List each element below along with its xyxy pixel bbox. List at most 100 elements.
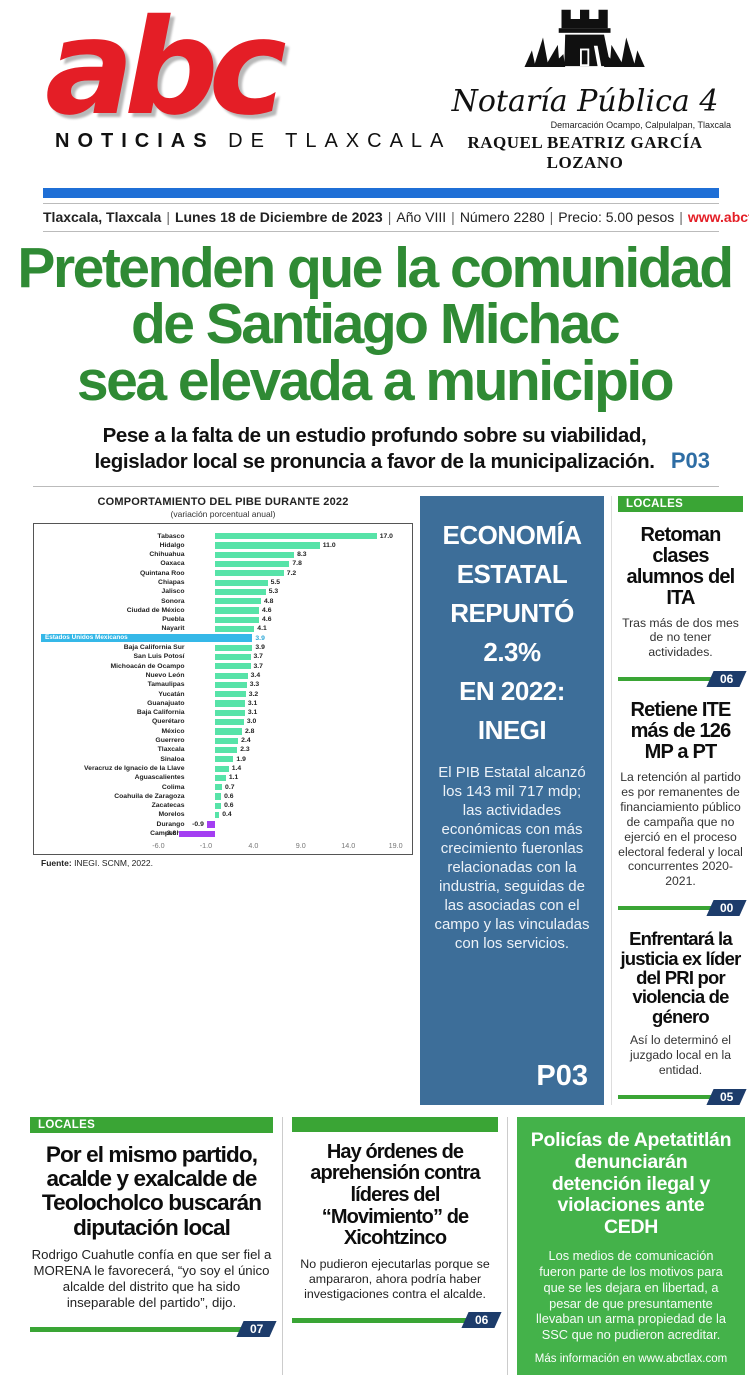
sidebar-item-headline[interactable]: Enfrentará la justicia ex líder del PRI … xyxy=(620,928,741,1027)
page-rule: 00 xyxy=(618,900,747,917)
chart-row: Ciudad de México 4.6 xyxy=(38,606,408,615)
page-badge: 06 xyxy=(706,671,747,688)
chart-value-label: -0.9 xyxy=(192,820,204,828)
chart-x-tick: 19.0 xyxy=(388,841,403,851)
chart-bar xyxy=(215,756,234,763)
notaria-castle-icon xyxy=(524,9,646,68)
page-badge: 07 xyxy=(236,1321,277,1338)
notaria-title: Notaría Pública 4 xyxy=(451,84,719,119)
green-rule xyxy=(618,905,715,911)
chart-category-label: Morelos xyxy=(158,811,185,819)
chart-category-label: Querétaro xyxy=(152,718,185,726)
chart-value-label: 4.8 xyxy=(263,597,274,605)
chart-category-label: Nayarit xyxy=(161,625,185,633)
chart-category-label: Puebla xyxy=(162,616,185,624)
chart-value-label: 1.1 xyxy=(228,774,239,782)
chart-value-label: 3.0 xyxy=(246,718,257,726)
sidebar-item[interactable]: Enfrentará la justicia ex líder del PRI … xyxy=(618,928,747,1105)
chart-value-label: 7.8 xyxy=(292,560,302,568)
green-box-headline[interactable]: Policías de Apetatitlán denunciarán dete… xyxy=(530,1128,732,1239)
chart-bar xyxy=(215,700,245,707)
chart-bar xyxy=(215,598,261,605)
green-box-footer-link[interactable]: Más información en www.abctlax.com xyxy=(534,1353,728,1366)
bottom-right-green-box[interactable]: Policías de Apetatitlán denunciarán dete… xyxy=(517,1116,745,1375)
chart-value-label: 2.8 xyxy=(244,727,255,735)
chart-value-label: 0.7 xyxy=(225,783,235,791)
chart-value-label: 3.9 xyxy=(255,644,265,652)
chart-value-label: 4.6 xyxy=(262,616,272,624)
chart-row: Colima 0.7 xyxy=(38,783,408,792)
chart-category-label: Tabasco xyxy=(157,532,185,540)
chart-bar xyxy=(215,588,266,596)
chart-category-label: Tamaulipas xyxy=(147,681,185,689)
chart-row: Guanajuato 3.1 xyxy=(38,699,408,708)
sidebar-item-headline[interactable]: Retiene ITE más de 126 MP a PT xyxy=(630,699,731,764)
chart-row: Baja California Sur 3.9 xyxy=(38,643,408,652)
chart-value-label: 3.2 xyxy=(248,690,259,698)
sidebar-item[interactable]: Retoman clases alumnos del ITA Tras más … xyxy=(618,523,747,688)
green-rule xyxy=(30,1327,245,1332)
chart-category-label: Michoacán de Ocampo xyxy=(110,662,185,670)
chart-value-label: 3.7 xyxy=(253,662,263,670)
chart-row: Sinaloa 1.9 xyxy=(38,755,408,764)
bottom-left-headline[interactable]: Por el mismo partido, acalde y exalcalde… xyxy=(41,1141,262,1240)
chart-bar xyxy=(215,551,295,558)
bottom-middle-headline[interactable]: Hay órdenes de aprehensión contra lídere… xyxy=(310,1140,480,1250)
chart-row: Nayarit 4.1 xyxy=(38,624,408,633)
chart-value-label: 3.4 xyxy=(250,671,261,679)
masthead-blue-bar xyxy=(43,188,719,198)
chart-bar xyxy=(215,672,248,679)
dateline-separator: | xyxy=(549,209,554,225)
subhead-text: Pese a la falta de un estudio profundo s… xyxy=(94,424,655,473)
chart-bar xyxy=(215,737,239,744)
chart-bar xyxy=(215,579,268,586)
chart-bar xyxy=(215,616,260,623)
dateline: Tlaxcala, Tlaxcala | Lunes 18 de Diciembre… xyxy=(43,203,749,232)
chart-category-label: San Luis Potosí xyxy=(133,653,185,661)
chart-row: Querétaro 3.0 xyxy=(38,717,408,726)
sidebar-item-headline[interactable]: Retoman clases alumnos del ITA xyxy=(626,523,736,609)
tagline-de-tlaxcala: DE TLAXCALA xyxy=(228,130,452,152)
chart-bar xyxy=(215,570,284,577)
sidebar-item[interactable]: Retiene ITE más de 126 MP a PT La retenc… xyxy=(618,699,747,917)
sidebar-section-header: LOCALES xyxy=(618,495,743,512)
bottom-middle-article[interactable]: Hay órdenes de aprehensión contra lídere… xyxy=(292,1116,508,1375)
chart-row: Chiapas 5.5 xyxy=(38,578,408,587)
chart-row: Chihuahua 8.3 xyxy=(38,550,408,559)
chart-category-label: Guanajuato xyxy=(147,699,185,707)
masthead: abc NOTICIAS DE TLAXCALA No xyxy=(0,0,749,186)
chart-x-axis: -6.0 -1.0 4.0 9.0 14.0 19.0 xyxy=(38,841,408,852)
chart-category-label: Colima xyxy=(161,783,185,791)
chart-value-label: 1.4 xyxy=(231,764,242,772)
website-link[interactable]: www.abctlax.com xyxy=(687,209,749,225)
main-headline-line: Pretenden que la comunidad xyxy=(17,236,734,300)
economy-box: ECONOMÍA ESTATAL REPUNTÓ 2.3% EN 2022: I… xyxy=(420,495,604,1105)
logo-tagline: NOTICIAS DE TLAXCALA xyxy=(45,130,451,153)
chart-value-label: 0.6 xyxy=(224,802,234,810)
chart-row: Sonora 4.8 xyxy=(38,597,408,606)
bottom-section: LOCALES Por el mismo partido, acalde y e… xyxy=(30,1116,745,1375)
chart-x-tick: 4.0 xyxy=(248,841,259,851)
bottom-left-article[interactable]: LOCALES Por el mismo partido, acalde y e… xyxy=(30,1116,283,1375)
subhead-page-ref: P03 xyxy=(670,447,710,473)
chart-value-label: 1.9 xyxy=(236,755,246,763)
chart-value-label: 11.0 xyxy=(322,541,336,549)
main-section: COMPORTAMIENTO DEL PIBE DURANTE 2022 (va… xyxy=(33,495,747,1105)
sidebar-item-body: La retención al partido es por remanente… xyxy=(618,770,743,889)
economy-title-line: REPUNTÓ 2.3% xyxy=(450,597,574,667)
dateline-price: Precio: 5.00 pesos xyxy=(558,209,675,225)
chart-bar xyxy=(215,533,377,540)
chart-row: Tamaulipas 3.3 xyxy=(38,680,408,689)
chart-row: Hidalgo 11.0 xyxy=(38,541,408,550)
chart-row: San Luis Potosí 3.7 xyxy=(38,652,408,661)
chart-category-label: Yucatán xyxy=(158,690,185,698)
chart-x-tick: 9.0 xyxy=(295,841,306,851)
tagline-noticias: NOTICIAS xyxy=(55,130,215,152)
chart-value-label: 3.1 xyxy=(247,709,258,717)
abc-logo: abc xyxy=(45,0,287,145)
chart-row: Zacatecas 0.6 xyxy=(38,801,408,810)
chart-value-label: 0.6 xyxy=(224,792,234,800)
chart-bar xyxy=(179,830,216,837)
main-headline-line: de Santiago Michac xyxy=(130,292,621,357)
chart-x-tick: -6.0 xyxy=(152,841,165,851)
